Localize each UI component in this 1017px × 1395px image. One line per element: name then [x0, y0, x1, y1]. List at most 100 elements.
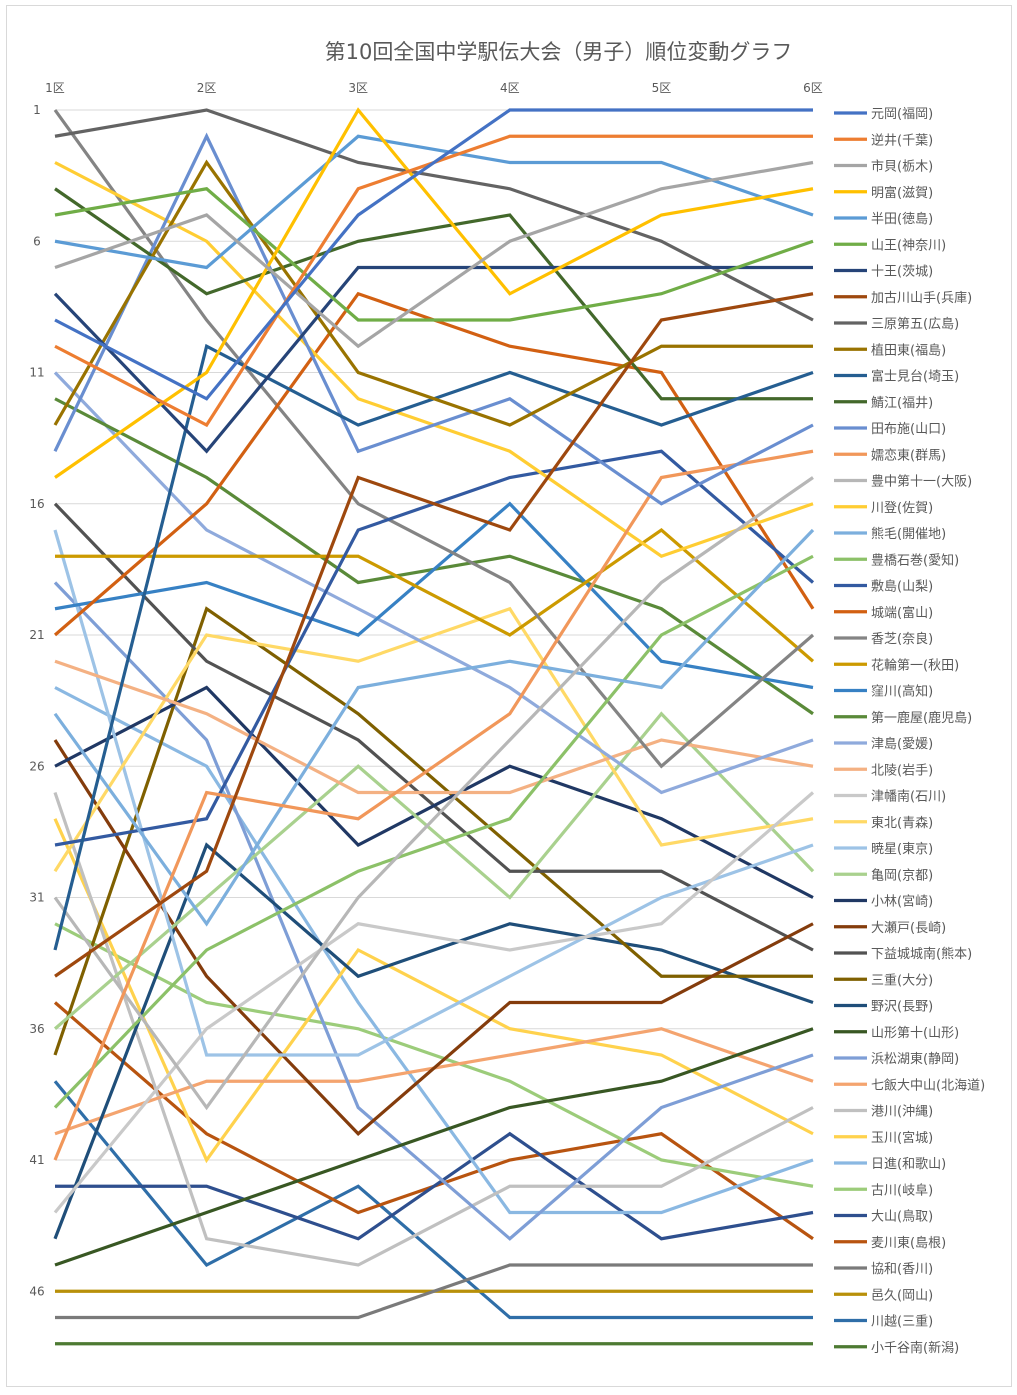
legend-label: 麦川東(島根)	[871, 1235, 946, 1251]
series-line	[55, 527, 815, 663]
legend-label: 川越(三重)	[871, 1314, 933, 1330]
series-line	[53, 265, 813, 454]
legend-item: 鯖江(福井)	[834, 396, 933, 411]
legend-label: 嬬恋東(群馬)	[871, 447, 946, 463]
legend-label: 七飯大中山(北海道)	[871, 1078, 985, 1093]
legend-label: 川登(佐賀)	[871, 501, 933, 516]
legend-item: 亀岡(京都)	[834, 868, 933, 883]
series-line	[53, 1080, 813, 1320]
legend-item: 川登(佐賀)	[834, 501, 933, 516]
legend-item: 逆井(千葉)	[834, 132, 933, 148]
y-tick-label: 26	[29, 759, 44, 773]
legend-item: 古川(岐阜)	[834, 1182, 933, 1198]
y-tick-label: 46	[29, 1284, 44, 1298]
legend-label: 玉川(宮城)	[871, 1130, 933, 1146]
legend-item: 暁星(東京)	[834, 841, 933, 857]
y-tick-label: 6	[33, 234, 41, 248]
legend-label: 浜松湖東(静岡)	[871, 1051, 959, 1067]
legend-label: 大瀬戸(長崎)	[871, 921, 946, 936]
series-line	[53, 739, 814, 1136]
legend-item: 日進(和歌山)	[834, 1157, 946, 1172]
series-line	[53, 159, 813, 427]
legend-item: 田布施(山口)	[834, 422, 946, 437]
series-line	[54, 187, 814, 322]
legend-item: 敷島(山梨)	[834, 580, 933, 595]
series-line	[53, 1001, 814, 1241]
series-line	[54, 108, 813, 401]
series-line	[53, 818, 814, 1164]
legend-label: 東北(青森)	[871, 815, 933, 831]
legend-item: 花輪第一(秋田)	[834, 657, 959, 673]
legend-item: 三原第五(広島)	[834, 317, 959, 332]
series-line	[53, 476, 814, 1111]
series-line	[54, 134, 814, 270]
legend-item: 香芝(奈良)	[834, 631, 933, 647]
x-tick-label: 3区	[348, 81, 368, 95]
legend-label: 城端(富山)	[871, 605, 933, 621]
legend-item: 城端(富山)	[834, 605, 933, 621]
legend-item: 元岡(福岡)	[834, 107, 933, 122]
series-line	[53, 554, 814, 1109]
legend-label: 加古川山手(兵庫)	[871, 291, 972, 306]
series-line	[53, 132, 814, 506]
legend-item: 東北(青森)	[834, 815, 933, 831]
series-line	[54, 107, 814, 479]
legend-label: 植田東(福島)	[871, 342, 946, 358]
legend-label: 協和(香川)	[871, 1262, 933, 1277]
legend-label: 港川(沖縄)	[871, 1105, 933, 1120]
series-line	[53, 606, 813, 1056]
x-tick-label: 4区	[500, 81, 520, 95]
legend-label: 第一鹿屋(鹿児島)	[871, 710, 972, 726]
legend-item: 協和(香川)	[834, 1262, 933, 1277]
legend-item: 熊毛(開催地)	[834, 526, 946, 542]
legend-item: 津島(愛媛)	[834, 737, 933, 752]
legend-label: 敷島(山梨)	[871, 580, 933, 595]
series-line	[53, 529, 814, 1057]
series-line	[53, 109, 815, 769]
legend-label: 半田(徳島)	[871, 212, 933, 227]
x-tick-label: 6区	[803, 81, 823, 95]
legend-item: 半田(徳島)	[834, 212, 933, 227]
legend-item: 明富(滋賀)	[834, 185, 933, 201]
y-tick-label: 21	[29, 628, 44, 642]
legend-label: 下益城城南(熊本)	[871, 946, 972, 962]
x-tick-label: 1区	[45, 81, 65, 95]
x-tick-label: 5区	[652, 81, 672, 95]
series-line	[54, 659, 814, 795]
legend-item: 川越(三重)	[834, 1314, 933, 1330]
legend-label: 小千谷南(新潟)	[871, 1340, 959, 1356]
legend-label: 津幡南(石川)	[871, 789, 946, 805]
legend-item: 大瀬戸(長崎)	[834, 921, 946, 936]
legend-item: 北陵(岩手)	[834, 763, 933, 778]
legend-label: 豊中第十一(大阪)	[871, 475, 972, 490]
legend-item: 三重(大分)	[834, 972, 933, 988]
legend-label: 豊橋石巻(愛知)	[871, 552, 959, 568]
series-line	[54, 160, 814, 349]
legend-item: 下益城城南(熊本)	[834, 946, 972, 962]
series-line	[53, 791, 815, 1214]
x-axis-labels: 1区 2区 3区 4区 5区 6区	[45, 81, 823, 95]
legend-item: 麦川東(島根)	[834, 1235, 946, 1251]
legend-label: 市貝(栃木)	[871, 159, 933, 175]
legend-label: 古川(岐阜)	[871, 1182, 933, 1198]
legend-label: 暁星(東京)	[871, 841, 933, 857]
legend-label: 逆井(千葉)	[871, 132, 933, 148]
legend-item: 小林(宮崎)	[834, 894, 933, 910]
series-line	[54, 922, 814, 1188]
legend-item: 窪川(高知)	[834, 684, 933, 700]
series-line	[54, 686, 814, 1215]
series-line	[54, 1027, 814, 1267]
legend-item: 七飯大中山(北海道)	[834, 1078, 985, 1093]
series-lines	[53, 107, 815, 1346]
legend-label: 元岡(福岡)	[871, 107, 933, 122]
legend-label: 野沢(長野)	[871, 1000, 933, 1015]
legend-item: 豊中第十一(大阪)	[834, 475, 972, 490]
chart-title: 第10回全国中学駅伝大会（男子）順位変動グラフ	[324, 40, 793, 64]
legend-item: 豊橋石巻(愛知)	[834, 552, 959, 568]
legend-label: 三原第五(広島)	[871, 317, 959, 332]
series-line	[54, 1027, 814, 1136]
legend-item: 植田東(福島)	[834, 342, 946, 358]
legend: 元岡(福岡) 逆井(千葉) 市貝(栃木) 明富(滋賀) 半田(徳島) 山王(神奈川) 十王(…	[834, 107, 985, 1356]
legend-label: 花輪第一(秋田)	[871, 657, 959, 673]
